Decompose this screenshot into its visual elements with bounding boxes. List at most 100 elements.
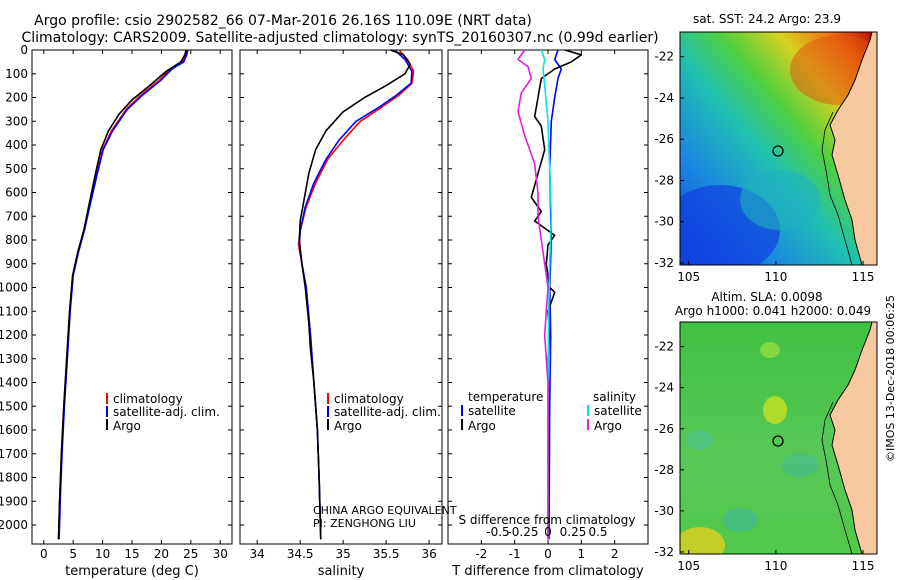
legend-label-s-satellite: satellite xyxy=(594,404,642,418)
map-y-tick-label: -26 xyxy=(654,422,674,436)
x-tick-label: 30 xyxy=(213,547,228,561)
x-tick-label: 0 xyxy=(40,547,48,561)
map-y-tick-label: -24 xyxy=(654,91,674,105)
difference-xlabel: T difference from climatology xyxy=(451,564,644,579)
legend-label-satellite: satellite-adj. clim. xyxy=(334,405,441,419)
legend-label-climatology: climatology xyxy=(113,392,183,406)
depth-tick-label: 1700 xyxy=(0,447,28,461)
x-tick-label: 35.5 xyxy=(373,547,400,561)
map-y-tick-label: -32 xyxy=(654,545,674,559)
depth-tick-label: 1500 xyxy=(0,399,28,413)
map-x-tick-label: 115 xyxy=(852,270,875,284)
map-y-tick-label: -30 xyxy=(654,504,674,518)
depth-tick-label: 1800 xyxy=(0,471,28,485)
x-tick-label: 1 xyxy=(578,547,586,561)
difference-legend: temperature satellite Argo salinity sate… xyxy=(461,390,642,433)
annotation-line-2: PI: ZENGHONG LIU xyxy=(313,517,416,530)
depth-tick-label: 1200 xyxy=(0,328,28,342)
sst-mid-patch xyxy=(740,170,820,230)
sla-low-patch xyxy=(722,508,758,532)
depth-tick-label: 400 xyxy=(5,138,28,152)
depth-tick-label: 2000 xyxy=(0,518,28,532)
map-y-tick-label: -22 xyxy=(654,50,674,64)
x-tick-label: -1 xyxy=(509,547,521,561)
x-tick-label: 0 xyxy=(544,547,552,561)
series-line-argo xyxy=(57,49,187,540)
depth-axis: 0 100 200 300 400 500 600 700 800 900 1000 1100 1200… xyxy=(0,43,648,532)
depth-tick-label: 1100 xyxy=(0,304,28,318)
temperature-legend: climatology satellite-adj. clim. Argo xyxy=(106,392,220,433)
legend-label-s-argo: Argo xyxy=(594,419,622,433)
map-y-tick-label: -28 xyxy=(654,463,674,477)
depth-tick-label: 900 xyxy=(5,257,28,271)
map-y-tick-label: -22 xyxy=(654,340,674,354)
depth-tick-label: 0 xyxy=(20,43,28,57)
x-tick-label: 36 xyxy=(421,547,436,561)
x-tick-label: 20 xyxy=(154,547,169,561)
depth-tick-label: 600 xyxy=(5,186,28,200)
x-tick-label: 35 xyxy=(336,547,351,561)
map-y-tick-label: -26 xyxy=(654,132,674,146)
imos-timestamp: ©IMOS 13-Dec-2018 00:06:25 xyxy=(884,295,897,462)
sla-map-frame xyxy=(679,321,878,555)
s-tick-label: 0.25 xyxy=(560,525,587,539)
sla-float-marker xyxy=(772,435,784,447)
sla-high-patch-3 xyxy=(680,527,725,554)
s-tick-label: 0 xyxy=(544,525,552,539)
x-tick-label: 25 xyxy=(183,547,198,561)
temperature-series xyxy=(57,49,189,540)
x-tick-label: 34.5 xyxy=(287,547,314,561)
sla-high-patch xyxy=(763,396,787,424)
sst-isobath xyxy=(821,111,853,265)
series-line-satellite-adj-clim- xyxy=(298,49,413,540)
x-tick-label: 5 xyxy=(69,547,77,561)
sst-map-title: sat. SST: 24.2 Argo: 23.9 xyxy=(693,12,841,26)
depth-tick-label: 1600 xyxy=(0,423,28,437)
title-line-2: Climatology: CARS2009. Satellite-adjuste… xyxy=(21,30,658,46)
sla-map-ticks: 105 110 115 -22 -24 -26 -28 -30 -32 xyxy=(654,340,874,573)
series-line-s-argo xyxy=(517,49,549,540)
s-tick-label: -0.25 xyxy=(507,525,538,539)
map-x-tick-label: 110 xyxy=(764,559,787,573)
legend-label-t-argo: Argo xyxy=(468,419,496,433)
legend-title-salinity: salinity xyxy=(593,390,636,404)
s-difference-xlabel: S difference from climatology xyxy=(459,513,636,527)
depth-tick-label: 1300 xyxy=(0,352,28,366)
map-y-tick-label: -30 xyxy=(654,215,674,229)
legend-label-satellite: satellite-adj. clim. xyxy=(113,405,220,419)
series-line-s-satellite xyxy=(540,49,553,540)
x-tick-label: 34 xyxy=(250,547,265,561)
map-x-tick-label: 115 xyxy=(852,559,875,573)
series-line-satellite-adj-clim- xyxy=(58,49,189,540)
annotation-line-1: CHINA ARGO EQUIVALENT xyxy=(313,504,457,517)
map-y-tick-label: -32 xyxy=(654,256,674,270)
sst-float-marker xyxy=(772,145,784,157)
legend-label-argo: Argo xyxy=(334,419,362,433)
sla-low-patch-3 xyxy=(686,430,714,450)
s-tick-label: 0.5 xyxy=(588,525,607,539)
depth-tick-label: 700 xyxy=(5,209,28,223)
map-y-tick-label: -28 xyxy=(654,173,674,187)
map-x-tick-label: 110 xyxy=(764,270,787,284)
x-tick-label: 2 xyxy=(611,547,619,561)
salinity-legend: climatology satellite-adj. clim. Argo CH… xyxy=(313,392,457,530)
series-line-t-satellite xyxy=(548,49,563,540)
depth-tick-label: 500 xyxy=(5,162,28,176)
sla-high-patch-2 xyxy=(760,342,780,358)
legend-label-climatology: climatology xyxy=(334,392,404,406)
sst-map-frame xyxy=(679,31,878,266)
depth-tick-label: 300 xyxy=(5,114,28,128)
depth-tick-label: 800 xyxy=(5,233,28,247)
series-line-climatology xyxy=(57,49,188,540)
difference-series xyxy=(517,49,583,540)
sla-map-subtitle: Argo h1000: 0.041 h2000: 0.049 xyxy=(675,304,871,318)
sst-map-field xyxy=(680,32,877,265)
sla-land xyxy=(829,322,877,554)
map-x-tick-label: 105 xyxy=(677,270,700,284)
salinity-axes xyxy=(239,49,443,545)
x-tick-label: -2 xyxy=(475,547,487,561)
sst-map-ticks: 105 110 115 -22 -24 -26 -28 -30 -32 xyxy=(654,50,874,284)
salinity-xlabel: salinity xyxy=(318,564,365,579)
s-tick-label: -0.5 xyxy=(486,525,509,539)
